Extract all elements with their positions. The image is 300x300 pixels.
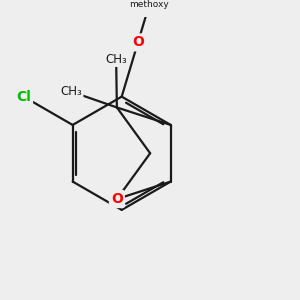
Text: O: O <box>111 192 123 206</box>
Text: CH₃: CH₃ <box>61 85 82 98</box>
Text: CH₃: CH₃ <box>105 53 127 66</box>
Text: methoxy: methoxy <box>130 0 169 9</box>
Text: O: O <box>132 35 144 50</box>
Text: Cl: Cl <box>16 90 31 104</box>
